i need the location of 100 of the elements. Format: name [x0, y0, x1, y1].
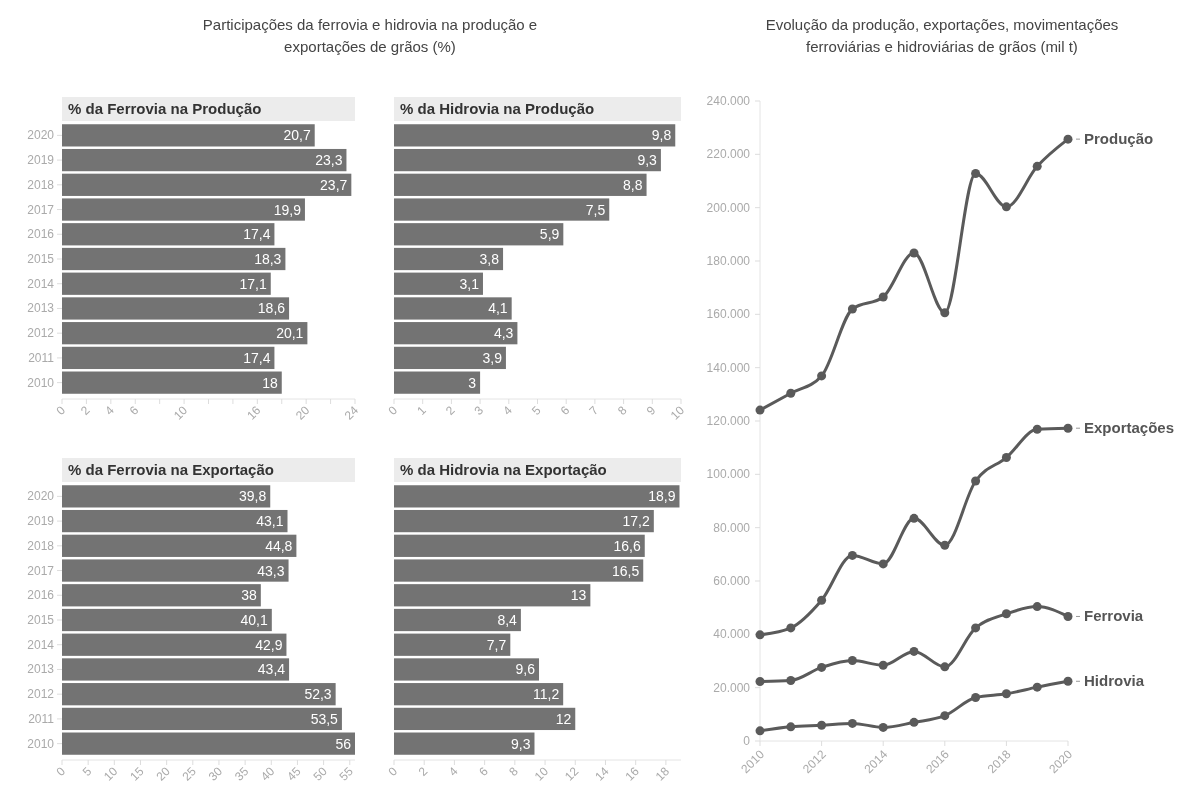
point — [1032, 682, 1042, 692]
x-tick-label: 3 — [471, 403, 487, 418]
bar — [394, 633, 511, 656]
y-tick-label: 2010 — [27, 736, 55, 751]
text: Participações da ferrovia e hidrovia na produção e exportações de grãos (%) — [202, 16, 538, 55]
chart-title: Evolução da produção, exportações, movimentações ferroviárias e hidroviárias de grãos (mil t) — [765, 16, 1119, 55]
point — [878, 660, 888, 670]
data-label: 3 — [468, 374, 477, 391]
bar — [394, 223, 564, 246]
point — [1001, 689, 1011, 699]
point — [755, 630, 765, 640]
data-label: 9,3 — [637, 152, 658, 169]
bar — [394, 198, 610, 221]
x-tick-label: 4 — [102, 403, 118, 418]
y-tick-label: 2011 — [28, 350, 55, 365]
data-label: 53,5 — [310, 710, 339, 727]
point — [940, 308, 950, 318]
series-label: Produção — [1084, 130, 1154, 148]
x-tick-label: 16 — [622, 764, 643, 784]
data-label: 20,7 — [283, 127, 311, 144]
y-tick-label: 2017 — [27, 563, 55, 578]
y-tick-label: 120.000 — [706, 414, 751, 428]
data-label: 40,1 — [240, 612, 269, 628]
y-tick-label: 2012 — [27, 687, 55, 702]
y-tick-label: 40.000 — [713, 627, 751, 642]
bar — [394, 658, 540, 681]
x-tick-label: 6 — [476, 764, 491, 779]
data-label: 18,6 — [257, 300, 286, 317]
data-label: 13 — [570, 587, 587, 604]
bar — [394, 173, 647, 196]
data-label: 23,7 — [320, 176, 348, 193]
point — [847, 304, 857, 314]
point — [1063, 611, 1073, 621]
x-tick-label: 55 — [336, 764, 357, 784]
data-label: 12 — [555, 710, 572, 727]
bar — [394, 247, 504, 271]
y-tick-label: 2015 — [27, 613, 55, 627]
x-tick-label: 15 — [127, 764, 147, 784]
x-tick-label: 2 — [77, 403, 93, 418]
point — [817, 662, 827, 672]
y-tick-label: 180.000 — [706, 254, 751, 268]
x-tick-label: 0 — [53, 403, 69, 418]
x-tick-label: 35 — [231, 764, 252, 784]
data-label: 9,3 — [511, 735, 531, 752]
y-tick-label: 80.000 — [713, 520, 751, 535]
bar — [62, 509, 288, 533]
y-tick-label: 2011 — [28, 711, 55, 726]
x-tick-label: 9 — [643, 403, 659, 418]
x-tick-label: 45 — [284, 764, 304, 784]
point — [940, 711, 950, 721]
x-tick-label: 20 — [292, 403, 313, 423]
y-tick-label: 220.000 — [706, 147, 751, 162]
bar — [394, 584, 591, 607]
point — [786, 722, 796, 732]
data-label: 43,1 — [256, 513, 284, 530]
x-tick-label: 6 — [126, 403, 142, 418]
point — [971, 169, 981, 179]
y-tick-label: 2015 — [27, 252, 55, 266]
y-tick-label: 2019 — [27, 153, 55, 168]
x-tick-label: 24 — [341, 403, 362, 423]
point — [1063, 423, 1073, 433]
series-label: Hidrovia — [1084, 672, 1145, 690]
y-tick-label: 2020 — [27, 489, 55, 504]
y-tick-label: 2018 — [27, 538, 55, 553]
bar — [394, 732, 535, 755]
x-tick-label: 25 — [179, 764, 200, 784]
data-label: 16,5 — [611, 562, 640, 579]
data-label: 16,6 — [613, 537, 641, 554]
x-tick-label: 30 — [205, 764, 226, 784]
bar — [62, 148, 347, 172]
x-tick-label: 2 — [415, 764, 431, 779]
bar — [394, 534, 645, 557]
data-label: 17,2 — [622, 513, 651, 530]
bar — [62, 732, 355, 755]
x-tick-label: 8 — [506, 764, 522, 779]
bar — [62, 683, 336, 706]
data-label: 9,6 — [515, 661, 536, 678]
point — [940, 540, 950, 550]
point — [847, 550, 857, 560]
y-tick-label: 2017 — [27, 202, 55, 217]
data-label: 18 — [262, 374, 278, 391]
bar — [62, 223, 275, 246]
point — [755, 726, 765, 736]
x-tick-label: 4 — [500, 403, 516, 418]
x-tick-label: 50 — [310, 764, 330, 784]
point — [878, 559, 888, 569]
data-label: 5,9 — [539, 226, 560, 243]
data-label: 7,5 — [585, 201, 606, 218]
bar — [62, 247, 286, 271]
y-tick-label: 160.000 — [706, 307, 751, 322]
point — [786, 388, 796, 398]
bar — [62, 272, 271, 295]
data-label: 52,3 — [304, 686, 332, 703]
bar — [62, 707, 342, 731]
data-label: 9,8 — [651, 127, 672, 144]
point — [971, 623, 981, 633]
bar — [62, 322, 308, 345]
x-tick-label: 0 — [53, 764, 69, 779]
bar — [62, 534, 297, 557]
point — [755, 677, 765, 687]
